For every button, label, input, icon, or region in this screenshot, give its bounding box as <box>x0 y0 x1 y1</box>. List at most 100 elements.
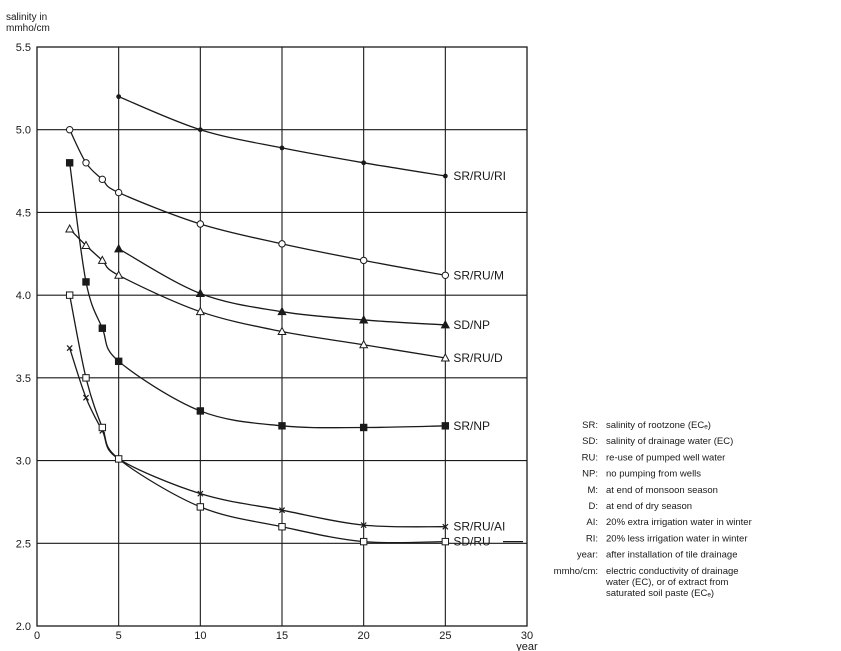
plot-frame <box>36 46 528 627</box>
data-point <box>278 422 286 430</box>
y-tick-label: 3.0 <box>16 456 31 468</box>
data-point <box>359 256 368 265</box>
data-point <box>98 175 107 184</box>
data-point <box>82 278 90 286</box>
legend-text: salinity of rootzone (ECₑ) <box>606 420 711 431</box>
data-point <box>195 288 205 297</box>
legend-text: electric conductivity of drainage <box>606 566 739 577</box>
series-sd-np: SD/NP <box>114 243 490 332</box>
legend-text: saturated soil paste (ECₑ) <box>606 588 714 599</box>
data-point <box>98 324 107 332</box>
x-axis-label: year <box>516 641 538 651</box>
series-label: SD/NP <box>453 318 490 332</box>
legend: SR: salinity of rootzone (ECₑ) SD: salinity… <box>554 420 752 599</box>
y-tick-label: 5.5 <box>16 42 31 54</box>
data-point <box>65 223 75 233</box>
y-tick-label: 3.5 <box>16 373 31 385</box>
data-point <box>359 423 368 432</box>
data-point <box>65 159 74 167</box>
data-point <box>98 423 107 432</box>
data-point <box>441 422 450 430</box>
data-point <box>278 240 286 248</box>
series-sr-ru-m: SR/RU/M <box>65 126 504 282</box>
data-point <box>65 126 74 134</box>
x-tick-label: 0 <box>34 630 40 642</box>
x-tick-label: 15 <box>276 630 288 642</box>
data-point <box>361 160 367 166</box>
y-tick-label: 2.0 <box>16 621 31 633</box>
y-tick-label: 4.0 <box>16 290 31 302</box>
data-point <box>196 407 205 415</box>
y-axis-label-line: salinity in <box>6 12 47 23</box>
series-sr-np: SR/NP <box>65 159 490 433</box>
data-point <box>278 507 286 514</box>
x-tick-label: 30 <box>521 630 533 642</box>
legend-text: salinity of drainage water (EC) <box>606 436 733 447</box>
data-point <box>196 503 205 511</box>
data-point <box>359 537 368 546</box>
data-point <box>440 319 450 329</box>
series-label: SR/RU/AI <box>453 520 505 534</box>
legend-text: no pumping from wells <box>606 469 701 480</box>
x-tick-label: 20 <box>358 630 370 642</box>
data-point <box>196 220 205 228</box>
data-point <box>97 255 107 264</box>
series-label: SR/RU/M <box>453 268 504 282</box>
series-label: SD/RU <box>453 535 490 549</box>
data-point <box>82 374 90 382</box>
series-sd-ru: SD/RU <box>65 291 491 549</box>
series-sr-ru-ai: SR/RU/AI <box>66 345 505 534</box>
data-point <box>114 270 124 279</box>
data-point <box>195 306 205 316</box>
x-tick-label: 10 <box>194 630 206 642</box>
legend-text: re-use of pumped well water <box>606 452 725 463</box>
plot-area-border <box>36 46 528 627</box>
legend-key: SR: <box>582 420 598 431</box>
data-point <box>359 339 369 349</box>
data-point <box>82 394 90 401</box>
y-axis-label-line: mmho/cm <box>6 23 50 34</box>
series-sr-ru-ri: SR/RU/RI <box>116 94 506 183</box>
series-label: SR/NP <box>453 419 490 433</box>
data-point <box>114 188 123 197</box>
data-point <box>359 314 369 324</box>
data-point <box>279 145 285 151</box>
data-point <box>197 127 203 133</box>
legend-key: mmho/cm: <box>554 566 598 577</box>
legend-text: at end of dry season <box>606 501 692 512</box>
legend-key: RI: <box>586 533 598 544</box>
series-line <box>69 228 446 359</box>
data-point <box>360 522 367 529</box>
data-point <box>278 523 286 531</box>
data-point <box>442 173 448 179</box>
y-tick-label: 4.5 <box>16 207 31 219</box>
data-point <box>114 455 123 463</box>
data-point <box>65 291 74 299</box>
data-point <box>441 537 450 546</box>
x-tick-label: 5 <box>116 630 122 642</box>
y-tick-label: 2.5 <box>16 538 31 550</box>
legend-text: 20% less irrigation water in winter <box>606 533 748 544</box>
legend-key: D: <box>589 501 599 512</box>
legend-key: year: <box>577 550 598 561</box>
series-group: SR/RU/RI SR/RU/M SD/NP SR/RU/D SR/NP SR/RU/AI… <box>65 94 523 549</box>
data-point <box>277 306 287 316</box>
data-point <box>81 240 91 250</box>
data-point <box>114 243 124 253</box>
data-point <box>197 490 204 497</box>
x-tick-label: 25 <box>439 630 451 642</box>
data-point <box>442 523 449 530</box>
y-tick-label: 5.0 <box>16 125 31 137</box>
legend-key: NP: <box>582 469 598 480</box>
data-point <box>277 326 287 336</box>
data-point <box>114 357 123 366</box>
data-point <box>82 159 90 167</box>
legend-text: at end of monsoon season <box>606 485 718 496</box>
data-point <box>441 271 450 279</box>
series-label: SR/RU/RI <box>453 169 506 183</box>
legend-key: AI: <box>586 517 598 528</box>
data-point <box>116 94 122 100</box>
